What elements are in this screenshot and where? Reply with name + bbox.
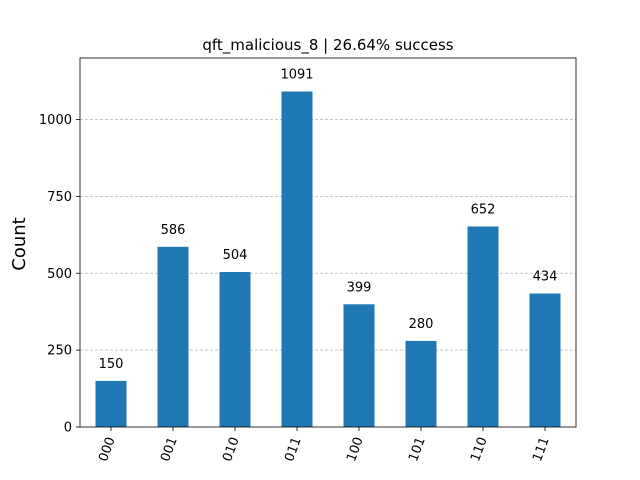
bar-010 xyxy=(219,272,251,427)
bar-101 xyxy=(405,340,437,427)
bar-110 xyxy=(467,226,499,427)
plot-frame xyxy=(79,57,577,428)
value-label-011: 1091 xyxy=(280,68,313,83)
value-label-100: 399 xyxy=(347,280,372,295)
value-label-000: 150 xyxy=(99,357,124,372)
value-label-010: 504 xyxy=(223,248,248,263)
value-label-110: 652 xyxy=(471,203,496,218)
y-tick-labels: 0 250 500 750 1000 xyxy=(39,113,72,436)
bar-001 xyxy=(157,246,189,427)
y-axis-label: Count xyxy=(9,217,30,270)
y-tick-label: 1000 xyxy=(39,113,72,128)
y-tick-label: 750 xyxy=(47,190,72,205)
bars xyxy=(95,91,561,427)
y-tick-label: 500 xyxy=(47,267,72,282)
data-labels: 150 586 504 1091 399 280 652 434 xyxy=(99,68,558,372)
axes xyxy=(76,57,577,431)
bar-011 xyxy=(281,91,313,427)
bar-100 xyxy=(343,304,375,427)
y-tick-label: 0 xyxy=(64,421,72,436)
value-label-001: 586 xyxy=(161,223,186,238)
value-label-111: 434 xyxy=(533,270,558,285)
chart-title: qft_malicious_8 | 26.64% success xyxy=(202,36,453,55)
bar-111 xyxy=(529,293,561,427)
value-label-101: 280 xyxy=(409,317,434,332)
y-tick-label: 250 xyxy=(47,344,72,359)
bar-000 xyxy=(95,380,127,427)
